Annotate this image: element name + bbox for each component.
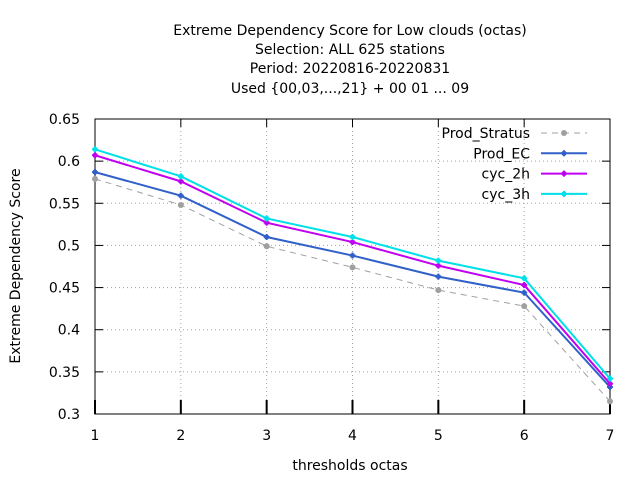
legend-marker-cyc-3h xyxy=(561,190,567,197)
x-tick-label: 6 xyxy=(520,428,529,444)
y-tick-label: 0.6 xyxy=(58,154,80,170)
point-cyc-3h xyxy=(607,375,613,382)
title-line-3: Period: 20220816-20220831 xyxy=(250,61,450,77)
marker-core xyxy=(608,381,612,386)
title-line-4: Used {00,03,...,21} + 00 01 ... 09 xyxy=(231,81,469,97)
chart-title: Extreme Dependency Score for Low clouds … xyxy=(173,23,527,97)
series-prod-ec xyxy=(92,169,613,391)
axis-ticks xyxy=(94,118,611,415)
title-line-2: Selection: ALL 625 stations xyxy=(255,42,445,58)
x-tick-label: 1 xyxy=(91,428,100,444)
marker-core xyxy=(93,170,97,175)
marker-core xyxy=(93,153,97,158)
y-tick-label: 0.3 xyxy=(58,407,80,423)
y-tick-label: 0.65 xyxy=(49,112,80,128)
point-cyc-2h xyxy=(349,239,356,246)
legend-label-prod-stratus: Prod_Stratus xyxy=(442,126,530,142)
marker-core xyxy=(436,258,441,263)
marker-core xyxy=(436,274,441,279)
y-axis-label: Extreme Dependency Score xyxy=(8,168,24,363)
marker-core xyxy=(608,376,612,381)
point-cyc-2h xyxy=(607,380,613,387)
x-tick-label: 5 xyxy=(434,428,443,444)
point-cyc-3h xyxy=(521,275,528,282)
point-prod-ec xyxy=(521,289,528,296)
point-prod-stratus xyxy=(263,243,270,250)
point-prod-ec xyxy=(177,192,184,199)
y-axis-tick-labels: 0.3 0.35 0.4 0.45 0.5 0.55 0.6 0.65 xyxy=(49,112,80,423)
y-tick-label: 0.45 xyxy=(49,281,80,297)
legend-marker-prod-ec xyxy=(561,150,567,157)
point-prod-ec xyxy=(263,234,270,240)
point-prod-stratus xyxy=(521,303,528,310)
point-cyc-2h xyxy=(177,178,184,185)
marker-core xyxy=(562,151,566,156)
marker-core xyxy=(264,220,269,225)
marker-core xyxy=(608,385,612,390)
y-tick-label: 0.4 xyxy=(58,323,80,339)
series-cyc-3h xyxy=(92,146,613,382)
x-axis-label: thresholds octas xyxy=(292,458,407,474)
point-cyc-3h xyxy=(349,234,356,240)
y-tick-label: 0.5 xyxy=(58,238,80,254)
point-cyc-3h xyxy=(92,146,98,153)
point-prod-ec xyxy=(435,273,442,280)
x-tick-label: 7 xyxy=(606,428,615,444)
title-line-1: Extreme Dependency Score for Low clouds … xyxy=(173,23,527,39)
point-cyc-3h xyxy=(263,215,270,222)
x-tick-label: 3 xyxy=(262,428,271,444)
marker-core xyxy=(264,216,269,221)
point-prod-ec xyxy=(349,252,356,259)
point-prod-stratus xyxy=(177,201,184,208)
marker-core xyxy=(350,253,355,258)
marker-core xyxy=(178,174,183,179)
point-cyc-2h xyxy=(92,152,98,159)
legend-marker-prod-stratus xyxy=(561,130,567,136)
point-cyc-2h xyxy=(435,262,442,269)
x-axis-tick-labels: 1 2 3 4 5 6 7 xyxy=(91,428,615,444)
marker-core xyxy=(178,193,183,198)
point-prod-stratus xyxy=(92,175,98,182)
legend-label-prod-ec: Prod_EC xyxy=(473,146,530,162)
marker-core xyxy=(178,179,183,184)
y-tick-label: 0.55 xyxy=(49,196,80,212)
marker-core xyxy=(522,276,527,281)
series-prod-stratus xyxy=(92,175,613,405)
point-prod-stratus xyxy=(435,287,442,294)
point-prod-stratus xyxy=(607,398,613,405)
y-tick-label: 0.35 xyxy=(49,365,80,381)
marker-core xyxy=(264,235,269,239)
point-cyc-2h xyxy=(521,282,528,289)
marker-core xyxy=(562,191,566,196)
x-tick-label: 2 xyxy=(176,428,185,444)
series-group xyxy=(92,146,613,405)
marker-core xyxy=(522,290,527,295)
point-prod-ec xyxy=(92,169,98,176)
legend-marker-cyc-2h xyxy=(561,170,567,177)
legend: Prod_Stratus Prod_EC cyc_2h cyc_3h xyxy=(442,126,587,203)
point-cyc-3h xyxy=(177,173,184,180)
marker-core xyxy=(562,171,566,176)
marker-core xyxy=(436,263,441,268)
marker-core xyxy=(522,283,527,288)
legend-label-cyc-3h: cyc_3h xyxy=(482,187,530,203)
marker-core xyxy=(350,240,355,245)
series-cyc-2h xyxy=(92,152,613,387)
legend-label-cyc-2h: cyc_2h xyxy=(482,167,530,183)
point-cyc-3h xyxy=(435,257,442,264)
marker-core xyxy=(93,147,97,152)
x-tick-label: 4 xyxy=(348,428,357,444)
point-prod-stratus xyxy=(349,264,356,271)
marker-core xyxy=(350,235,355,239)
